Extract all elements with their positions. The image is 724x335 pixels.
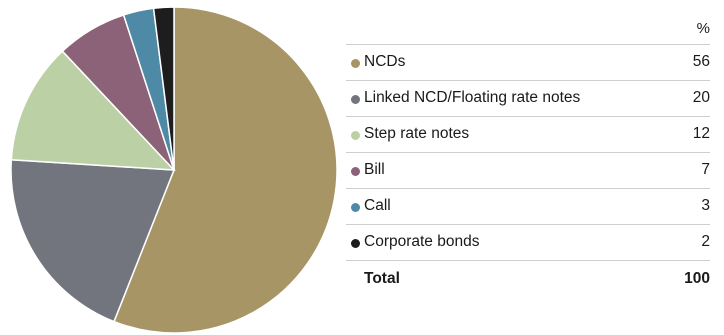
- unit-label: %: [696, 20, 710, 37]
- total-value: 100: [684, 270, 710, 287]
- legend-value-corporate-bonds: 2: [701, 233, 710, 250]
- legend-row-call: Call 3: [346, 189, 710, 225]
- legend-row-ncds: NCDs 56: [346, 45, 710, 81]
- legend-marker-linked-ncd-floating-rate-notes: [351, 95, 360, 104]
- pie-slice-step-rate-notes: [10, 50, 176, 171]
- legend-label-step-rate-notes: Step rate notes: [364, 125, 470, 142]
- legend-marker-call: [351, 203, 360, 212]
- legend-row-linked-ncd-floating-rate-notes: Linked NCD/Floating rate notes 20: [346, 81, 710, 117]
- legend-label-ncds: NCDs: [364, 53, 406, 70]
- legend-row-corporate-bonds: Corporate bonds 2: [346, 225, 710, 261]
- legend-label-linked-ncd-floating-rate-notes: Linked NCD/Floating rate notes: [364, 89, 581, 106]
- legend-header: %: [346, 18, 710, 45]
- legend-row-step-rate-notes: Step rate notes 12: [346, 117, 710, 153]
- legend-marker-ncds: [351, 59, 360, 68]
- legend-label-bill: Bill: [364, 161, 385, 178]
- pie-slice-corporate-bonds: [152, 6, 175, 171]
- legend-label-corporate-bonds: Corporate bonds: [364, 233, 480, 250]
- legend-label-call: Call: [364, 197, 391, 214]
- pie-slice-linked-ncd-floating-rate-notes: [10, 158, 176, 323]
- legend-value-linked-ncd-floating-rate-notes: 20: [692, 89, 710, 106]
- legend-value-step-rate-notes: 12: [692, 125, 710, 142]
- legend-row-bill: Bill 7: [346, 153, 710, 189]
- legend-value-ncds: 56: [692, 53, 710, 70]
- legend-table: % NCDs 56 Linked NCD/Floating rate notes 20…: [346, 18, 710, 297]
- legend-marker-step-rate-notes: [351, 131, 360, 140]
- legend-marker-corporate-bonds: [351, 239, 360, 248]
- total-row: Total 100: [346, 261, 710, 297]
- pie-slice-ncds: [113, 6, 338, 334]
- legend-value-bill: 7: [701, 161, 710, 178]
- pie-chart: [10, 6, 338, 334]
- legend-value-call: 3: [701, 197, 710, 214]
- total-label: Total: [364, 270, 400, 287]
- legend-marker-bill: [351, 167, 360, 176]
